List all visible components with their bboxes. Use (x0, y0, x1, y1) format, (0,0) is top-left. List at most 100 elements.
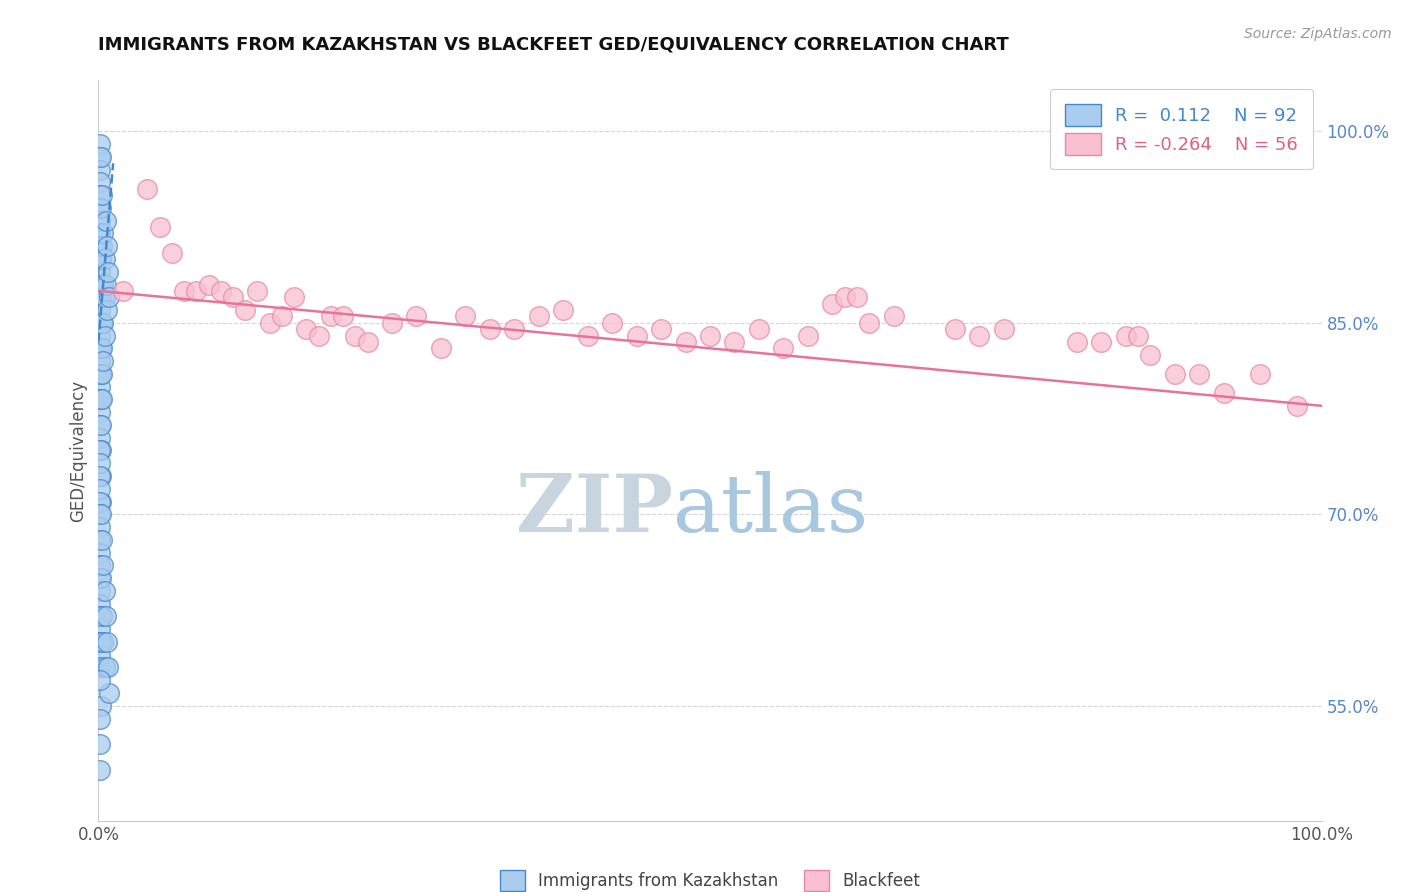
Point (98, 686, 121, 700)
Point (1212, 386, 1234, 401)
Point (503, 322, 526, 336)
Point (308, 328, 330, 343)
Point (90, 252, 112, 266)
Point (90, 469, 112, 483)
Point (858, 316, 880, 330)
Point (98, 290, 121, 304)
Point (173, 284, 195, 298)
Point (626, 328, 648, 343)
Point (89, 508, 111, 522)
Point (454, 310, 477, 324)
Legend: Immigrants from Kazakhstan, Blackfeet: Immigrants from Kazakhstan, Blackfeet (494, 863, 927, 892)
Point (94, 277, 117, 292)
Point (332, 310, 354, 324)
Point (96, 239, 118, 253)
Point (405, 310, 427, 324)
Point (246, 284, 269, 298)
Point (89, 545, 111, 559)
Point (89, 252, 111, 266)
Point (797, 328, 820, 343)
Point (89, 469, 111, 483)
Point (91, 239, 114, 253)
Point (650, 322, 672, 336)
Point (600, 316, 623, 330)
Point (89, 162, 111, 177)
Point (89, 175, 111, 189)
Point (89, 660, 111, 674)
Point (748, 322, 770, 336)
Point (89, 673, 111, 688)
Point (91, 342, 114, 356)
Point (89, 379, 111, 393)
Point (478, 322, 501, 336)
Point (91, 367, 114, 381)
Point (96, 303, 118, 318)
Point (89, 316, 111, 330)
Point (967, 328, 990, 343)
Point (89, 648, 111, 662)
Point (160, 245, 183, 260)
Point (89, 328, 111, 343)
Text: atlas: atlas (673, 471, 869, 549)
Point (233, 303, 256, 318)
Point (111, 284, 134, 298)
Point (90, 392, 112, 407)
Point (772, 342, 794, 356)
Point (1139, 348, 1161, 362)
Point (90, 417, 112, 432)
Point (90, 150, 112, 164)
Point (295, 322, 318, 336)
Point (91, 316, 114, 330)
Point (89, 213, 111, 227)
Point (94, 213, 117, 227)
Y-axis label: GED/Equivalency: GED/Equivalency (69, 379, 87, 522)
Point (90, 508, 112, 522)
Point (89, 417, 111, 432)
Point (136, 182, 159, 196)
Point (89, 137, 111, 152)
Point (89, 622, 111, 636)
Point (93, 660, 115, 674)
Point (1249, 367, 1271, 381)
Point (89, 201, 111, 215)
Point (89, 583, 111, 598)
Point (91, 392, 114, 407)
Point (90, 367, 112, 381)
Point (89, 635, 111, 649)
Point (90, 342, 112, 356)
Point (149, 220, 172, 235)
Point (91, 188, 114, 202)
Point (93, 583, 115, 598)
Point (699, 328, 721, 343)
Point (1286, 399, 1309, 413)
Point (834, 290, 856, 304)
Point (89, 392, 111, 407)
Point (89, 456, 111, 470)
Point (90, 443, 112, 458)
Point (527, 310, 550, 324)
Point (90, 635, 112, 649)
Point (186, 284, 208, 298)
Point (91, 609, 114, 624)
Text: Source: ZipAtlas.com: Source: ZipAtlas.com (1244, 27, 1392, 41)
Point (91, 558, 114, 573)
Point (97, 265, 120, 279)
Point (1164, 367, 1187, 381)
Point (89, 494, 111, 508)
Point (89, 431, 111, 445)
Point (430, 342, 453, 356)
Point (209, 284, 232, 298)
Point (91, 277, 114, 292)
Point (91, 533, 114, 547)
Text: IMMIGRANTS FROM KAZAKHSTAN VS BLACKFEET GED/EQUIVALENCY CORRELATION CHART: IMMIGRANTS FROM KAZAKHSTAN VS BLACKFEET … (98, 36, 1010, 54)
Point (1090, 334, 1112, 349)
Point (90, 201, 112, 215)
Point (89, 597, 111, 611)
Point (356, 334, 378, 349)
Point (197, 277, 219, 292)
Point (576, 328, 599, 343)
Point (319, 310, 342, 324)
Point (90, 698, 112, 713)
Point (93, 290, 115, 304)
Point (89, 520, 111, 534)
